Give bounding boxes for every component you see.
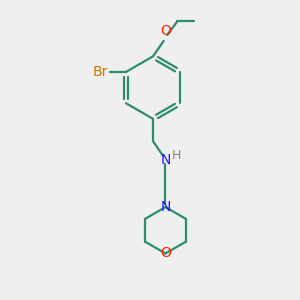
Text: H: H [172,149,182,162]
Text: O: O [160,24,171,38]
Text: Br: Br [93,65,108,79]
Text: N: N [160,152,171,167]
Text: O: O [160,246,171,260]
Text: N: N [160,200,171,214]
